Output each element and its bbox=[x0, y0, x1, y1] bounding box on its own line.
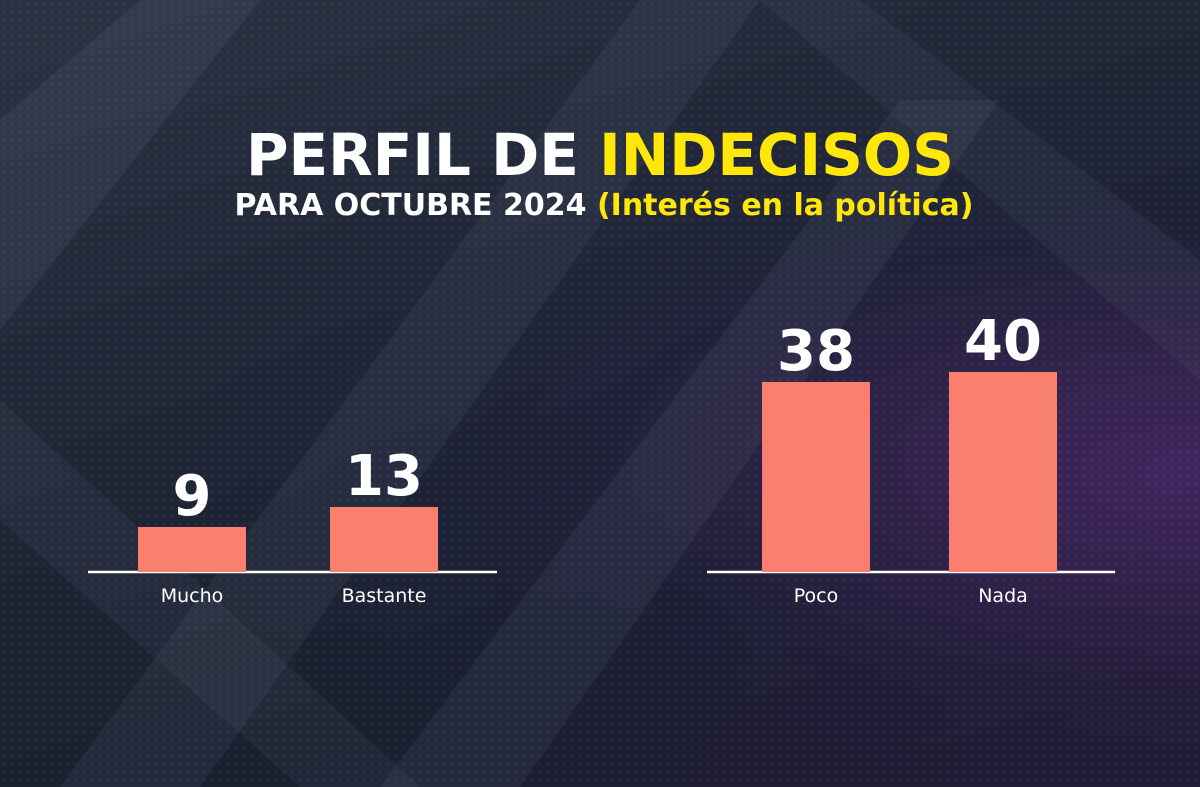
x-tick-label: Mucho bbox=[161, 585, 224, 607]
value-label: 38 bbox=[777, 319, 855, 384]
chart-subtitle: PARA OCTUBRE 2024 (Interés en la polític… bbox=[235, 188, 974, 223]
x-tick-label: Poco bbox=[794, 585, 838, 607]
x-tick-label: Nada bbox=[978, 585, 1028, 607]
bar bbox=[762, 382, 870, 572]
bar bbox=[949, 372, 1057, 572]
value-label: 13 bbox=[345, 444, 423, 509]
subtitle-highlight: (Interés en la política) bbox=[597, 188, 974, 223]
x-tick-label: Bastante bbox=[342, 585, 427, 607]
subtitle-text: PARA OCTUBRE 2024 bbox=[235, 188, 587, 223]
title-highlight: INDECISOS bbox=[599, 121, 954, 189]
value-label: 40 bbox=[964, 309, 1042, 374]
chart-title: PERFIL DE INDECISOS bbox=[246, 121, 954, 189]
title-text: PERFIL DE bbox=[246, 121, 579, 189]
value-label: 9 bbox=[173, 464, 212, 529]
bar bbox=[138, 527, 246, 572]
bar bbox=[330, 507, 438, 572]
